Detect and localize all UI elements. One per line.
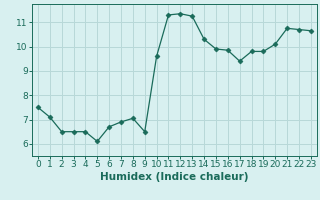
X-axis label: Humidex (Indice chaleur): Humidex (Indice chaleur): [100, 172, 249, 182]
